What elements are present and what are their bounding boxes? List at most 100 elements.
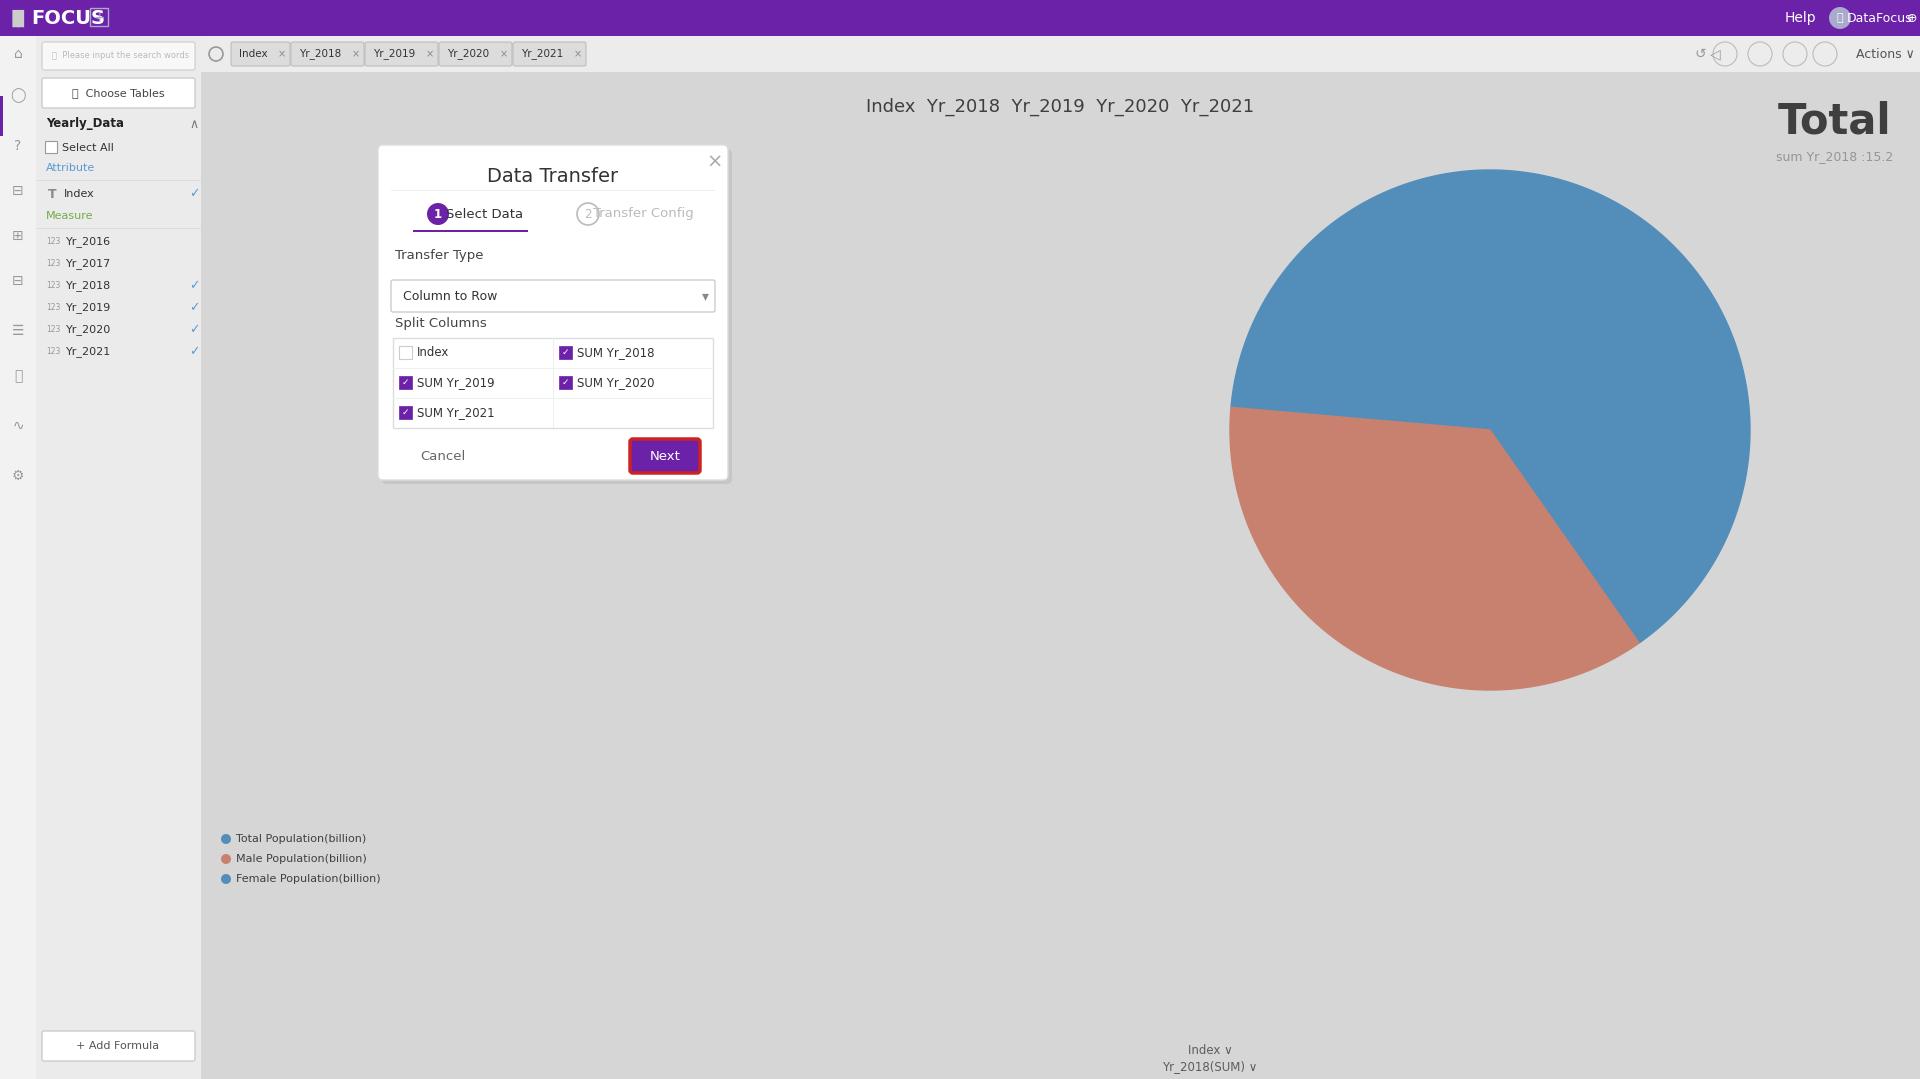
Bar xyxy=(559,375,572,390)
Text: Total Population(billion): Total Population(billion) xyxy=(236,834,367,844)
FancyBboxPatch shape xyxy=(42,42,196,70)
FancyBboxPatch shape xyxy=(378,145,728,480)
Text: 123: 123 xyxy=(46,326,60,334)
Text: Attribute: Attribute xyxy=(46,163,96,173)
Text: 123: 123 xyxy=(46,260,60,269)
Polygon shape xyxy=(1231,170,1749,643)
Text: ▾: ▾ xyxy=(701,289,708,303)
FancyBboxPatch shape xyxy=(42,1032,196,1061)
Text: SUM Yr_2020: SUM Yr_2020 xyxy=(578,375,655,390)
Text: Cancel: Cancel xyxy=(420,450,467,463)
Text: Yr_2021: Yr_2021 xyxy=(520,49,563,59)
FancyBboxPatch shape xyxy=(392,279,714,312)
Text: ×: × xyxy=(426,49,434,59)
Text: Male Population(billion): Male Population(billion) xyxy=(236,853,367,864)
Text: ×: × xyxy=(707,152,724,172)
Bar xyxy=(44,141,58,153)
Text: SUM Yr_2018: SUM Yr_2018 xyxy=(578,346,655,359)
Text: ∿: ∿ xyxy=(12,419,23,433)
Circle shape xyxy=(221,834,230,844)
Bar xyxy=(399,375,413,390)
Text: Yr_2017: Yr_2017 xyxy=(65,259,111,270)
Text: ✓: ✓ xyxy=(188,345,200,358)
Text: 👤: 👤 xyxy=(1837,13,1843,23)
Text: Column to Row: Column to Row xyxy=(403,289,497,302)
Text: DataFocus: DataFocus xyxy=(1847,12,1912,25)
FancyBboxPatch shape xyxy=(365,42,438,66)
Text: Female Population(billion): Female Population(billion) xyxy=(236,874,380,884)
FancyBboxPatch shape xyxy=(630,439,701,473)
Bar xyxy=(202,72,1920,1079)
Text: Split Columns: Split Columns xyxy=(396,317,488,330)
Text: Transfer Config: Transfer Config xyxy=(593,207,693,220)
Text: 🔍  Please input the search words: 🔍 Please input the search words xyxy=(52,52,190,60)
Text: ⊟: ⊟ xyxy=(12,274,23,288)
Text: ↺: ↺ xyxy=(1693,47,1705,62)
Text: Yr_2019: Yr_2019 xyxy=(372,49,415,59)
Text: Yr_2016: Yr_2016 xyxy=(65,236,111,247)
Text: 123: 123 xyxy=(46,282,60,290)
Text: 123: 123 xyxy=(46,303,60,313)
Bar xyxy=(559,346,572,359)
Circle shape xyxy=(221,853,230,864)
Text: +: + xyxy=(94,11,106,25)
Text: Transfer Type: Transfer Type xyxy=(396,249,484,262)
Text: ⊞: ⊞ xyxy=(12,229,23,243)
Text: ✓: ✓ xyxy=(563,349,568,357)
Text: 1: 1 xyxy=(434,207,442,220)
Circle shape xyxy=(221,874,230,884)
Text: Index  Yr_2018  Yr_2019  Yr_2020  Yr_2021: Index Yr_2018 Yr_2019 Yr_2020 Yr_2021 xyxy=(866,98,1254,117)
Polygon shape xyxy=(1231,408,1640,689)
Text: ⌂: ⌂ xyxy=(13,47,23,62)
Text: FOCUS: FOCUS xyxy=(31,9,106,27)
Text: Yr_2020: Yr_2020 xyxy=(65,325,111,336)
Text: sum Yr_2018 :15.2: sum Yr_2018 :15.2 xyxy=(1776,150,1893,164)
Bar xyxy=(202,36,1920,72)
FancyBboxPatch shape xyxy=(292,42,365,66)
Bar xyxy=(0,36,36,1079)
Text: ◯: ◯ xyxy=(10,88,25,104)
Bar xyxy=(0,0,1920,36)
Text: + Add Formula: + Add Formula xyxy=(77,1041,159,1051)
Bar xyxy=(0,96,4,136)
Text: ⚙: ⚙ xyxy=(12,469,25,483)
FancyBboxPatch shape xyxy=(440,42,513,66)
FancyBboxPatch shape xyxy=(513,42,586,66)
Text: Total: Total xyxy=(1778,101,1891,144)
Bar xyxy=(399,346,413,359)
Text: T: T xyxy=(48,188,56,201)
Text: Index: Index xyxy=(63,189,94,199)
Text: ◁: ◁ xyxy=(1709,47,1720,62)
Text: ∧: ∧ xyxy=(188,118,198,131)
Circle shape xyxy=(1830,6,1851,29)
Bar xyxy=(399,406,413,419)
Text: 123: 123 xyxy=(46,237,60,246)
Text: ✓: ✓ xyxy=(188,301,200,314)
Bar xyxy=(36,36,202,1079)
Text: Actions ∨: Actions ∨ xyxy=(1855,47,1914,60)
Text: ×: × xyxy=(499,49,509,59)
Text: Yr_2019: Yr_2019 xyxy=(65,302,111,314)
Circle shape xyxy=(426,203,449,226)
Text: Yr_2018(SUM) ∨: Yr_2018(SUM) ∨ xyxy=(1162,1061,1258,1074)
Text: Data Transfer: Data Transfer xyxy=(488,166,618,186)
Text: 2: 2 xyxy=(584,207,591,220)
Text: ⊟: ⊟ xyxy=(12,185,23,199)
Text: ✓: ✓ xyxy=(563,378,568,387)
Text: Select Data: Select Data xyxy=(447,207,524,220)
Bar xyxy=(202,36,1920,1079)
FancyBboxPatch shape xyxy=(382,149,732,484)
Bar xyxy=(90,8,108,26)
Text: Next: Next xyxy=(649,450,680,463)
Text: ✓: ✓ xyxy=(401,378,409,387)
Text: ✓: ✓ xyxy=(188,324,200,337)
Text: ▐▌: ▐▌ xyxy=(6,9,31,27)
Text: ×: × xyxy=(574,49,582,59)
Text: Index ∨: Index ∨ xyxy=(1188,1044,1233,1057)
Text: SUM Yr_2019: SUM Yr_2019 xyxy=(417,375,495,390)
Text: 👤: 👤 xyxy=(13,369,23,383)
Text: Measure: Measure xyxy=(46,211,94,221)
Text: ✓: ✓ xyxy=(188,188,200,201)
Text: ?: ? xyxy=(13,139,21,153)
Text: ⊕: ⊕ xyxy=(1907,12,1918,25)
